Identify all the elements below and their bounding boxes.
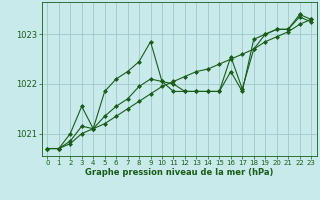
X-axis label: Graphe pression niveau de la mer (hPa): Graphe pression niveau de la mer (hPa) (85, 168, 273, 177)
